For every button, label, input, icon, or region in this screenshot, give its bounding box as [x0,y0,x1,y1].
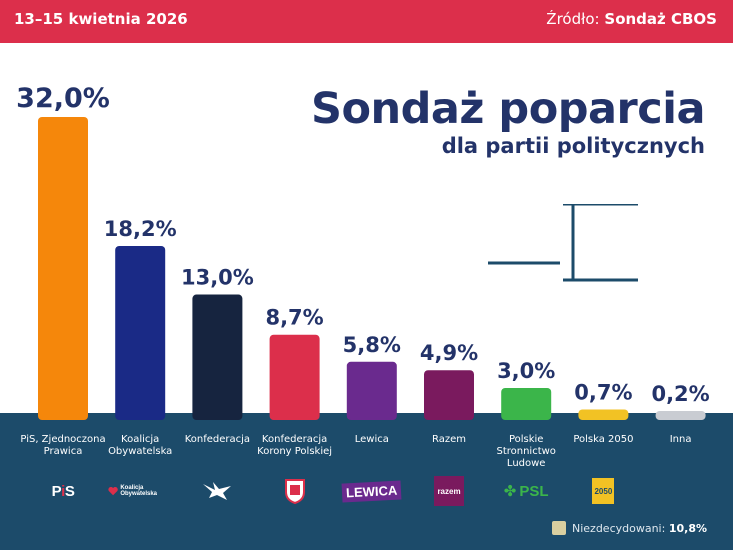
chart-title: Sondaż poparcia [311,84,706,134]
undecided-text: Niezdecydowani: 10,8% [572,522,707,535]
undecided-swatch [552,521,566,535]
source-label: Źródło: Sondaż CBOS [546,10,717,28]
bar-5 [424,370,474,420]
decorative-lines [488,204,638,282]
bar-3 [269,334,320,420]
category-label-4: Lewica [355,434,389,445]
undecided-label: Niezdecydowani: [572,521,666,535]
bar-2 [192,294,243,420]
value-label-0: 32,0% [16,83,110,114]
source-prefix: Źródło: [546,10,600,28]
konfederacja-eagle-icon [185,479,249,503]
value-label-6: 3,0% [497,359,555,383]
undecided-value: 10,8% [668,521,707,535]
value-label-2: 13,0% [181,266,254,290]
bar-7 [578,409,629,420]
chart-subtitle: dla partii politycznych [441,134,705,158]
lewica-logo: LEWICA [340,479,404,503]
category-label-3: Konfederacja Korony Polskiej [257,434,332,457]
polska2050-logo: 2050 [571,478,635,504]
razem-logo: razem [417,476,481,506]
value-label-4: 5,8% [343,333,401,357]
category-label-5: Razem [432,434,466,445]
value-label-7: 0,7% [574,380,632,404]
value-label-8: 0,2% [651,382,709,406]
value-label-5: 4,9% [420,341,478,365]
top-bar: 13–15 kwietnia 2026 Źródło: Sondaż CBOS [0,0,733,43]
ko-logo: Koalicja Obywatelska [108,479,172,503]
survey-date: 13–15 kwietnia 2026 [14,10,188,28]
category-label-2: Konfederacja [185,434,250,445]
value-label-3: 8,7% [265,306,323,330]
bar-8 [655,411,706,420]
korona-coat-of-arms-icon [263,479,327,504]
bar-4 [346,361,397,420]
category-label-0: PiS, Zjednoczona Prawica [20,434,105,457]
category-label-1: Koalicja Obywatelska [108,434,172,457]
psl-logo: ✤ PSL [503,482,549,500]
category-label-6: Polskie Stronnictwo Ludowe [496,434,555,469]
bar-6 [501,387,552,420]
undecided-legend: Niezdecydowani: 10,8% [552,520,707,536]
bar-1 [115,245,166,420]
value-label-1: 18,2% [104,217,177,241]
category-label-7: Polska 2050 [573,434,633,445]
source-name: Sondaż CBOS [604,10,717,28]
pis-logo: PiS [51,482,75,500]
category-label-8: Inna [670,434,692,445]
bar-0 [38,117,88,420]
